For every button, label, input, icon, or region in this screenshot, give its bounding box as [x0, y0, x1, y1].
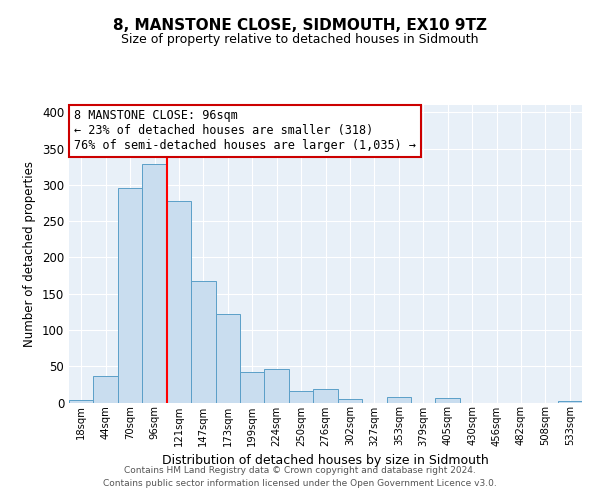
Bar	[338, 399, 362, 402]
Y-axis label: Number of detached properties: Number of detached properties	[23, 161, 37, 347]
Bar	[167, 201, 191, 402]
Bar	[436, 398, 460, 402]
Bar	[191, 280, 215, 402]
Bar	[215, 314, 240, 402]
Bar	[94, 376, 118, 402]
Bar	[118, 188, 142, 402]
Bar	[557, 401, 582, 402]
Bar	[240, 372, 265, 402]
Bar	[142, 164, 167, 402]
Text: 8, MANSTONE CLOSE, SIDMOUTH, EX10 9TZ: 8, MANSTONE CLOSE, SIDMOUTH, EX10 9TZ	[113, 18, 487, 32]
Text: 8 MANSTONE CLOSE: 96sqm
← 23% of detached houses are smaller (318)
76% of semi-d: 8 MANSTONE CLOSE: 96sqm ← 23% of detache…	[74, 110, 416, 152]
Bar	[313, 390, 338, 402]
Bar	[386, 398, 411, 402]
X-axis label: Distribution of detached houses by size in Sidmouth: Distribution of detached houses by size …	[162, 454, 489, 467]
Bar	[69, 400, 94, 402]
Text: Size of property relative to detached houses in Sidmouth: Size of property relative to detached ho…	[121, 32, 479, 46]
Text: Contains HM Land Registry data © Crown copyright and database right 2024.
Contai: Contains HM Land Registry data © Crown c…	[103, 466, 497, 487]
Bar	[289, 391, 313, 402]
Bar	[265, 369, 289, 402]
